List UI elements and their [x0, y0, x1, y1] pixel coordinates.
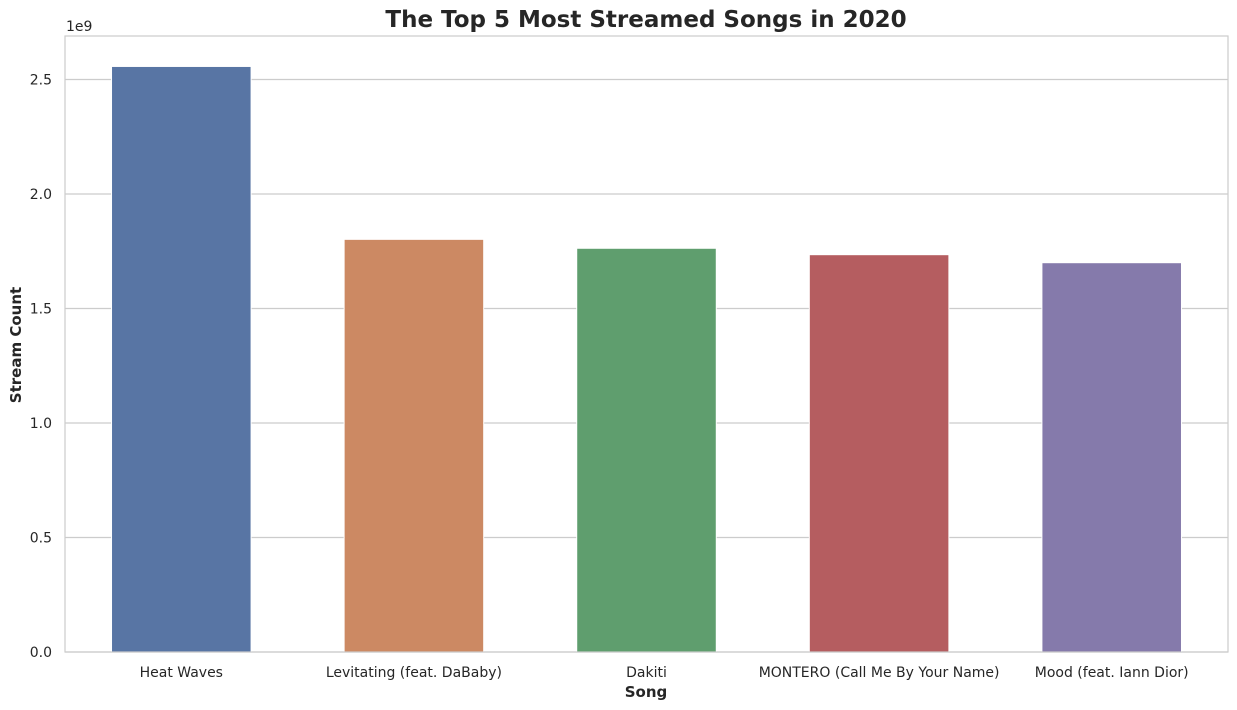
bars [111, 65, 1182, 653]
x-tick-label: Mood (feat. Iann Dior) [1035, 665, 1189, 681]
x-tick-label: Heat Waves [140, 665, 223, 681]
plot-frame [64, 35, 1229, 653]
y-tick-label: 2.0 [30, 187, 52, 203]
bar [111, 65, 252, 653]
bar [576, 247, 717, 653]
y-tick-label: 0.5 [30, 531, 52, 547]
y-axis-label: Stream Count [7, 287, 25, 403]
x-tick-label: MONTERO (Call Me By Your Name) [759, 665, 1000, 681]
y-tick-labels: 0.0 0.5 1.0 1.5 2.0 2.5 [30, 73, 52, 661]
y-tick-label: 1.5 [30, 302, 52, 318]
x-axis-label: Song [625, 683, 668, 701]
x-tick-labels: Heat Waves Levitating (feat. DaBaby) Dakit… [140, 665, 1189, 681]
x-tick-label: Dakiti [626, 665, 667, 681]
bar [1041, 262, 1182, 653]
y-tick-label: 1.0 [30, 416, 52, 432]
y-tick-label: 0.0 [30, 645, 52, 661]
bar [808, 254, 950, 653]
y-tick-label: 2.5 [30, 73, 52, 89]
x-tick-label: Levitating (feat. DaBaby) [326, 665, 502, 681]
bar [343, 238, 485, 653]
chart-title: The Top 5 Most Streamed Songs in 2020 [385, 7, 906, 33]
y-axis-offset-label: 1e9 [66, 19, 92, 35]
